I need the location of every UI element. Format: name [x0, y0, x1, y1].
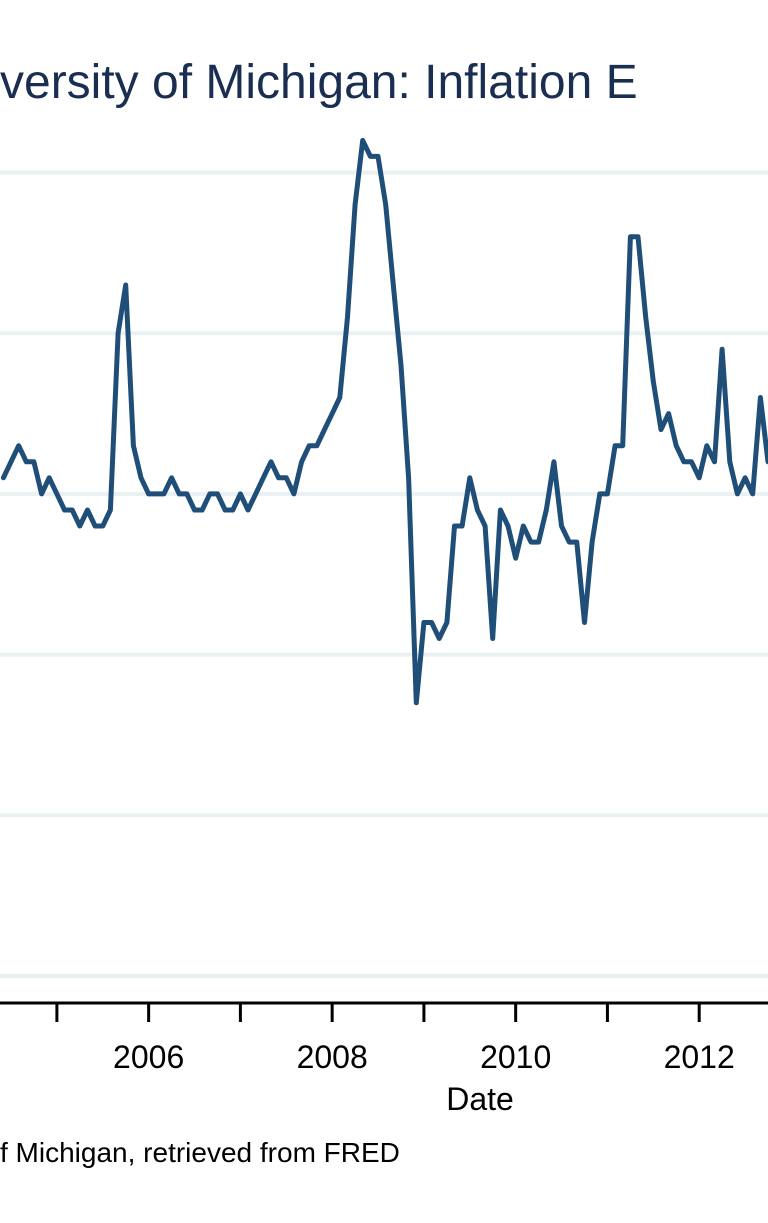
x-tick-label: 2010: [480, 1039, 551, 1075]
x-axis-title: Date: [446, 1081, 514, 1117]
chart-title: versity of Michigan: Inflation E: [0, 56, 638, 109]
x-tick-label: 2006: [113, 1039, 184, 1075]
gridlines: [0, 170, 768, 978]
x-tick-label: 2008: [297, 1039, 368, 1075]
series-line: [0, 137, 768, 706]
source-note: f Michigan, retrieved from FRED: [0, 1137, 400, 1168]
x-tick-label: 2012: [664, 1039, 735, 1075]
x-axis-ticks: 2006 2008 2010 2012: [55, 1003, 735, 1075]
